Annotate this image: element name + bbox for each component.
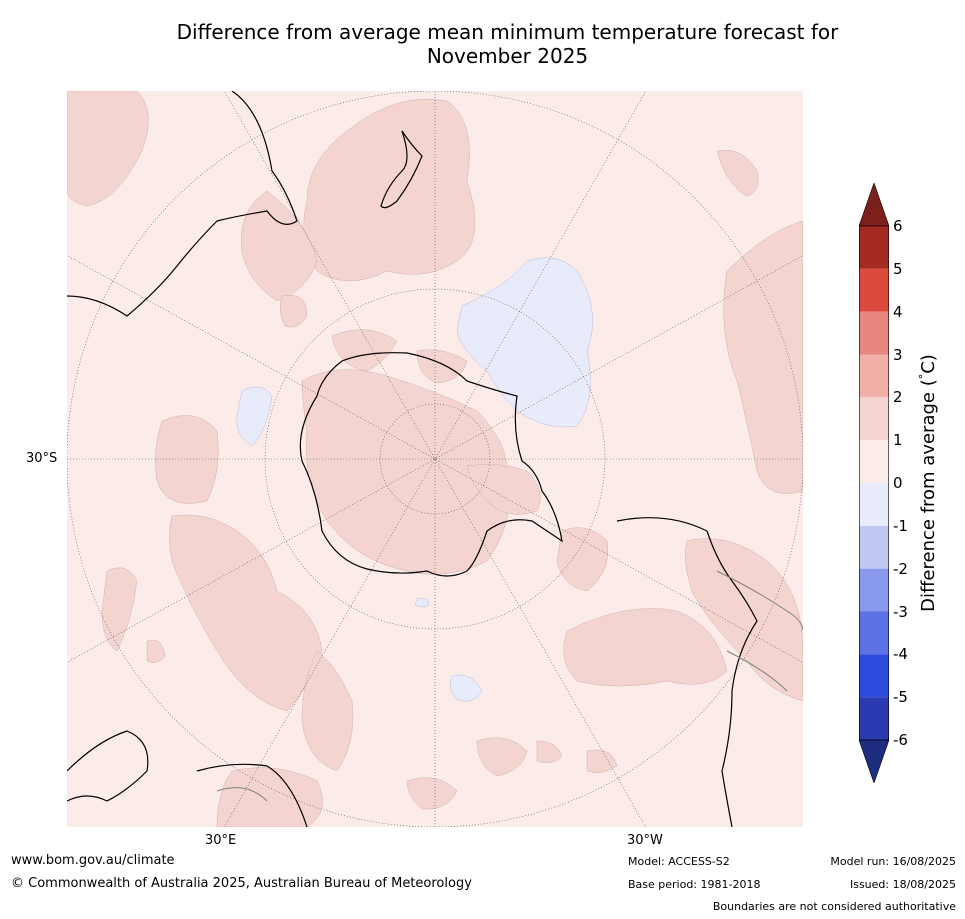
colorbar-under-arrow <box>859 739 889 783</box>
title-line-2: November 2025 <box>426 44 589 68</box>
colorbar-tick-label: 1 <box>893 431 903 450</box>
temperature-anomaly-map <box>67 91 803 827</box>
colorbar <box>859 183 889 783</box>
model-text: Model: ACCESS-S2 <box>628 855 730 868</box>
colorbar-bin <box>859 568 889 612</box>
disclaimer-text: Boundaries are not considered authoritat… <box>712 900 956 913</box>
colorbar-bin <box>859 440 889 483</box>
colorbar-tick-label: 5 <box>893 259 903 278</box>
colorbar-tick-label: -5 <box>893 688 908 707</box>
title-line-1: Difference from average mean minimum tem… <box>176 20 839 44</box>
africa-outline <box>67 730 149 802</box>
base-period-text: Base period: 1981-2018 <box>628 878 761 891</box>
colorbar-bin <box>859 611 889 655</box>
colorbar-bin <box>859 697 889 740</box>
colorbar-tick-label: 2 <box>893 388 903 407</box>
madagascar-outline <box>196 763 308 827</box>
colorbar-bin <box>859 354 889 398</box>
colorbar-bin <box>859 654 889 698</box>
colorbar-tick-label: -4 <box>893 645 908 664</box>
colorbar-over-arrow <box>859 183 889 227</box>
website-link[interactable]: www.bom.gov.au/climate <box>11 853 175 868</box>
colorbar-bin <box>859 226 889 269</box>
colorbar-tick-label: 6 <box>893 217 903 235</box>
colorbar-tick-label: -1 <box>893 516 908 535</box>
colorbar-frame <box>859 225 889 741</box>
anomaly-patches-1-2 <box>67 91 803 827</box>
new-zealand-outline <box>380 130 423 209</box>
colorbar-tick-label: -2 <box>893 559 908 578</box>
colorbar-bin <box>859 311 889 355</box>
colorbar-tick-label: -6 <box>893 731 908 749</box>
colorbar-bin <box>859 525 889 569</box>
issued-text: Issued: 18/08/2025 <box>849 878 956 891</box>
national-boundaries <box>216 570 803 802</box>
chart-title: Difference from average mean minimum tem… <box>0 20 965 68</box>
model-run-text: Model run: 16/08/2025 <box>830 855 956 868</box>
colorbar-tick-label: 0 <box>893 474 903 492</box>
coastlines <box>67 91 758 827</box>
antarctica-outline <box>299 352 563 577</box>
lon-label-30e: 30°E <box>205 833 237 848</box>
colorbar-bin <box>859 268 889 312</box>
anomaly-patches-minus1-0 <box>236 257 593 702</box>
south-america-outline <box>616 517 758 827</box>
colorbar-tick-label: 4 <box>893 302 903 321</box>
australia-outline <box>67 91 298 317</box>
colorbar-tick-label: -3 <box>893 602 908 621</box>
lon-label-30w: 30°W <box>627 833 663 848</box>
colorbar-bin <box>859 397 889 441</box>
copyright-text: © Commonwealth of Australia 2025, Austra… <box>11 876 472 891</box>
colorbar-tick-label: 3 <box>893 345 903 364</box>
colorbar-label: Difference from average (°C) <box>917 354 939 612</box>
colorbar-bin <box>859 483 889 526</box>
lat-label-30s: 30°S <box>26 451 58 466</box>
graticule <box>67 91 803 827</box>
